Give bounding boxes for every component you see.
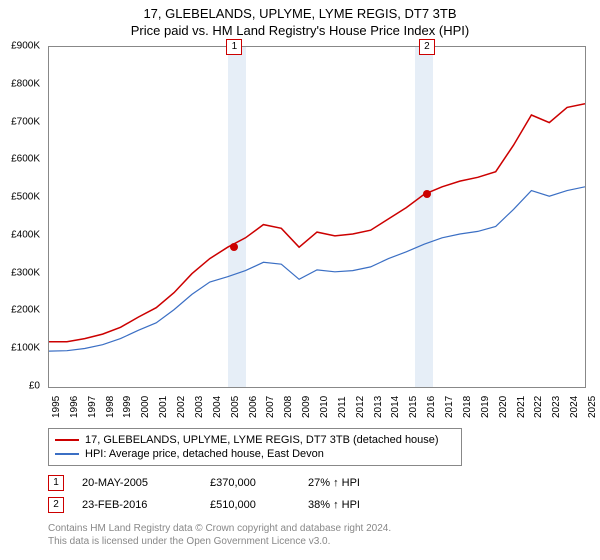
chart-svg xyxy=(49,47,585,387)
x-tick-label: 2016 xyxy=(426,396,437,418)
sale-marker-box: 2 xyxy=(48,497,64,513)
x-tick-label: 2012 xyxy=(355,396,366,418)
title-subtitle: Price paid vs. HM Land Registry's House … xyxy=(0,23,600,38)
y-tick-label: £300K xyxy=(11,267,40,278)
sale-point xyxy=(230,243,238,251)
x-tick-label: 2022 xyxy=(533,396,544,418)
sale-price: £510,000 xyxy=(210,499,290,511)
chart-marker-box: 1 xyxy=(226,39,242,55)
x-tick-label: 2000 xyxy=(140,396,151,418)
legend-swatch xyxy=(55,439,79,441)
x-tick-label: 2025 xyxy=(587,396,598,418)
sales-row: 1 20-MAY-2005 £370,000 27% ↑ HPI xyxy=(48,472,408,494)
x-tick-label: 2009 xyxy=(301,396,312,418)
x-tick-label: 2023 xyxy=(551,396,562,418)
y-tick-label: £0 xyxy=(29,381,40,392)
sale-hpi: 27% ↑ HPI xyxy=(308,477,408,489)
sale-point xyxy=(423,190,431,198)
sales-table: 1 20-MAY-2005 £370,000 27% ↑ HPI 2 23-FE… xyxy=(48,472,408,516)
sale-price: £370,000 xyxy=(210,477,290,489)
x-tick-label: 1999 xyxy=(122,396,133,418)
x-tick-label: 2019 xyxy=(480,396,491,418)
series-property xyxy=(49,104,585,342)
legend: 17, GLEBELANDS, UPLYME, LYME REGIS, DT7 … xyxy=(48,428,462,466)
x-tick-label: 2013 xyxy=(373,396,384,418)
x-tick-label: 2007 xyxy=(265,396,276,418)
x-tick-label: 2001 xyxy=(158,396,169,418)
chart-container: 17, GLEBELANDS, UPLYME, LYME REGIS, DT7 … xyxy=(0,0,600,560)
sale-date: 20-MAY-2005 xyxy=(82,477,192,489)
legend-item: 17, GLEBELANDS, UPLYME, LYME REGIS, DT7 … xyxy=(55,433,455,447)
y-tick-label: £600K xyxy=(11,154,40,165)
x-tick-label: 2018 xyxy=(462,396,473,418)
y-tick-label: £200K xyxy=(11,305,40,316)
sale-marker-box: 1 xyxy=(48,475,64,491)
x-tick-label: 2006 xyxy=(248,396,259,418)
x-tick-label: 2020 xyxy=(498,396,509,418)
x-tick-label: 2002 xyxy=(176,396,187,418)
x-tick-label: 2010 xyxy=(319,396,330,418)
x-tick-label: 2014 xyxy=(390,396,401,418)
title-block: 17, GLEBELANDS, UPLYME, LYME REGIS, DT7 … xyxy=(0,0,600,38)
x-axis-labels: 1995 1996 1997 1998 1999 2000 2001 2002 2003 2004… xyxy=(48,388,584,428)
sales-row: 2 23-FEB-2016 £510,000 38% ↑ HPI xyxy=(48,494,408,516)
y-tick-label: £400K xyxy=(11,229,40,240)
chart-marker-box: 2 xyxy=(419,39,435,55)
sale-hpi: 38% ↑ HPI xyxy=(308,499,408,511)
legend-swatch xyxy=(55,453,79,455)
y-tick-label: £900K xyxy=(11,41,40,52)
title-address: 17, GLEBELANDS, UPLYME, LYME REGIS, DT7 … xyxy=(0,6,600,21)
footer-line: This data is licensed under the Open Gov… xyxy=(48,535,391,548)
legend-item: HPI: Average price, detached house, East… xyxy=(55,447,455,461)
x-tick-label: 2015 xyxy=(408,396,419,418)
x-tick-label: 1996 xyxy=(69,396,80,418)
x-tick-label: 2017 xyxy=(444,396,455,418)
legend-label: 17, GLEBELANDS, UPLYME, LYME REGIS, DT7 … xyxy=(85,434,439,446)
y-tick-label: £700K xyxy=(11,116,40,127)
x-tick-label: 2011 xyxy=(337,396,348,418)
footer-attribution: Contains HM Land Registry data © Crown c… xyxy=(48,522,391,548)
x-tick-label: 2021 xyxy=(516,396,527,418)
x-tick-label: 1995 xyxy=(51,396,62,418)
footer-line: Contains HM Land Registry data © Crown c… xyxy=(48,522,391,535)
series-hpi xyxy=(49,187,585,351)
y-tick-label: £500K xyxy=(11,192,40,203)
x-tick-label: 2004 xyxy=(212,396,223,418)
x-tick-label: 2024 xyxy=(569,396,580,418)
x-tick-label: 1997 xyxy=(87,396,98,418)
y-tick-label: £100K xyxy=(11,343,40,354)
chart-plot-area: 12 xyxy=(48,46,586,388)
x-tick-label: 1998 xyxy=(105,396,116,418)
x-tick-label: 2003 xyxy=(194,396,205,418)
x-tick-label: 2005 xyxy=(230,396,241,418)
y-axis-labels: £0£100K£200K£300K£400K£500K£600K£700K£80… xyxy=(0,46,44,386)
y-tick-label: £800K xyxy=(11,78,40,89)
legend-label: HPI: Average price, detached house, East… xyxy=(85,448,324,460)
sale-date: 23-FEB-2016 xyxy=(82,499,192,511)
x-tick-label: 2008 xyxy=(283,396,294,418)
